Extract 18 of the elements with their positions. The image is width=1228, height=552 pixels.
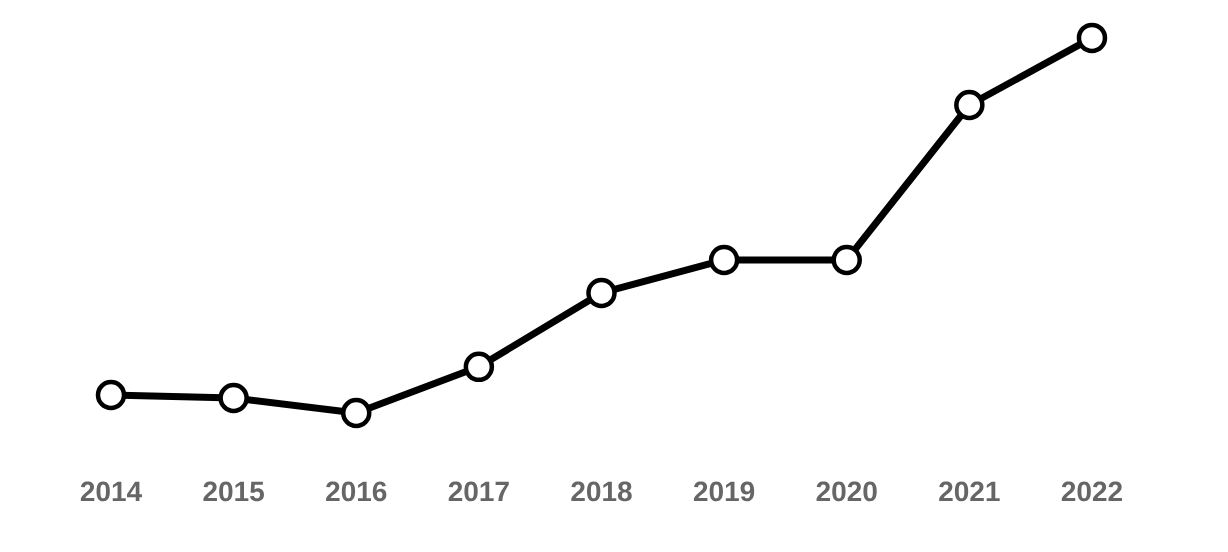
x-tick-label: 2017	[448, 481, 509, 502]
point	[708, 244, 740, 276]
point	[340, 397, 372, 429]
point	[218, 382, 249, 414]
x-tick-label: 2022	[1061, 481, 1122, 502]
point	[831, 244, 862, 276]
point	[586, 277, 617, 309]
x-tick-label: 2020	[816, 481, 877, 502]
x-tick-label: 2018	[571, 481, 632, 502]
x-tick-label: 2016	[326, 481, 387, 502]
x-tick-label: 2019	[693, 481, 755, 502]
x-tick-label: 2015	[203, 481, 264, 502]
point	[463, 351, 495, 383]
x-tick-label: 2014	[80, 481, 142, 502]
x-tick-label: 2021	[939, 481, 1000, 502]
point	[95, 379, 127, 411]
point	[1076, 22, 1108, 54]
point	[954, 89, 985, 121]
